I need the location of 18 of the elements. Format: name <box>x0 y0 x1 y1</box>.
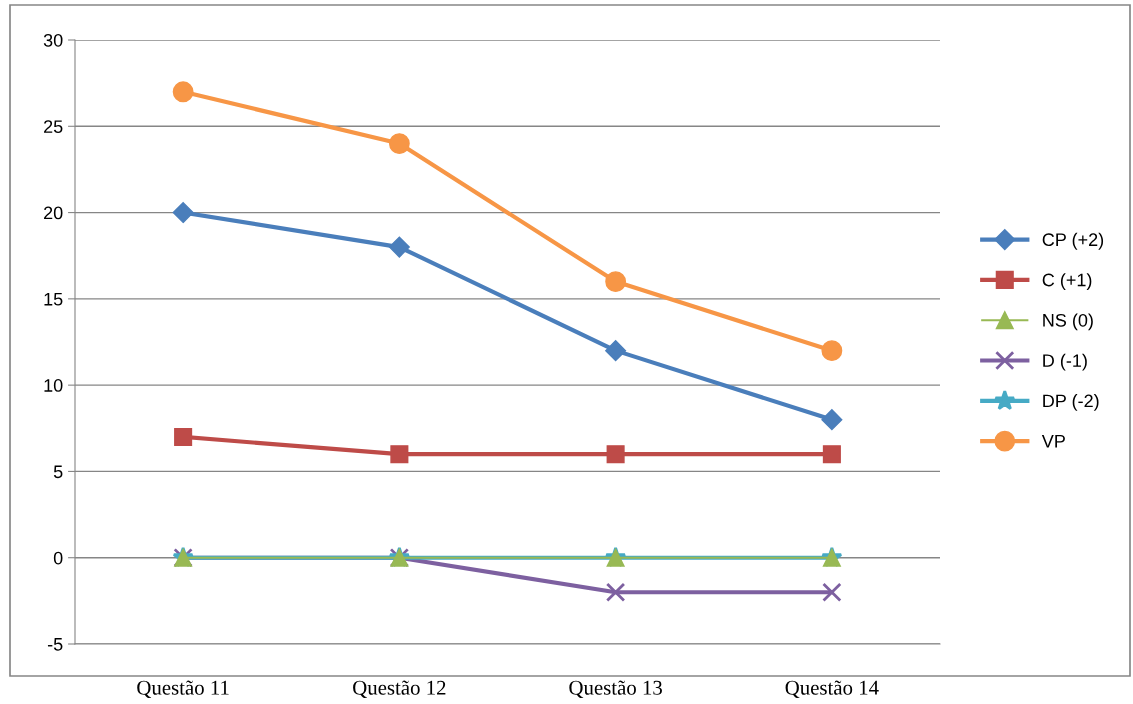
y-tick-label: 30 <box>43 33 63 47</box>
y-tick-label: 10 <box>44 379 63 392</box>
x-tick-label: Questão 12 <box>353 680 446 698</box>
y-tick-label: 20 <box>44 206 63 220</box>
y-tick-label: 0 <box>53 551 63 565</box>
legend-label: CP (+2) <box>1042 232 1104 250</box>
y-tick-label: -5 <box>47 638 63 651</box>
y-tick-label: 15 <box>44 292 63 306</box>
y-tick-label: 25 <box>44 120 63 134</box>
legend-label: VP <box>1041 435 1065 448</box>
x-tick-label: Questão 11 <box>137 680 229 698</box>
legend-label: DP (-2) <box>1043 394 1099 411</box>
legend-label: D (-1) <box>1043 353 1087 371</box>
x-tick-label: Questão 13 <box>569 680 662 698</box>
y-tick-label: 5 <box>53 465 63 479</box>
legend-label: C (+1) <box>1042 273 1092 290</box>
x-tick-label: Questão 14 <box>785 680 879 698</box>
legend-label: NS (0) <box>1043 313 1093 331</box>
